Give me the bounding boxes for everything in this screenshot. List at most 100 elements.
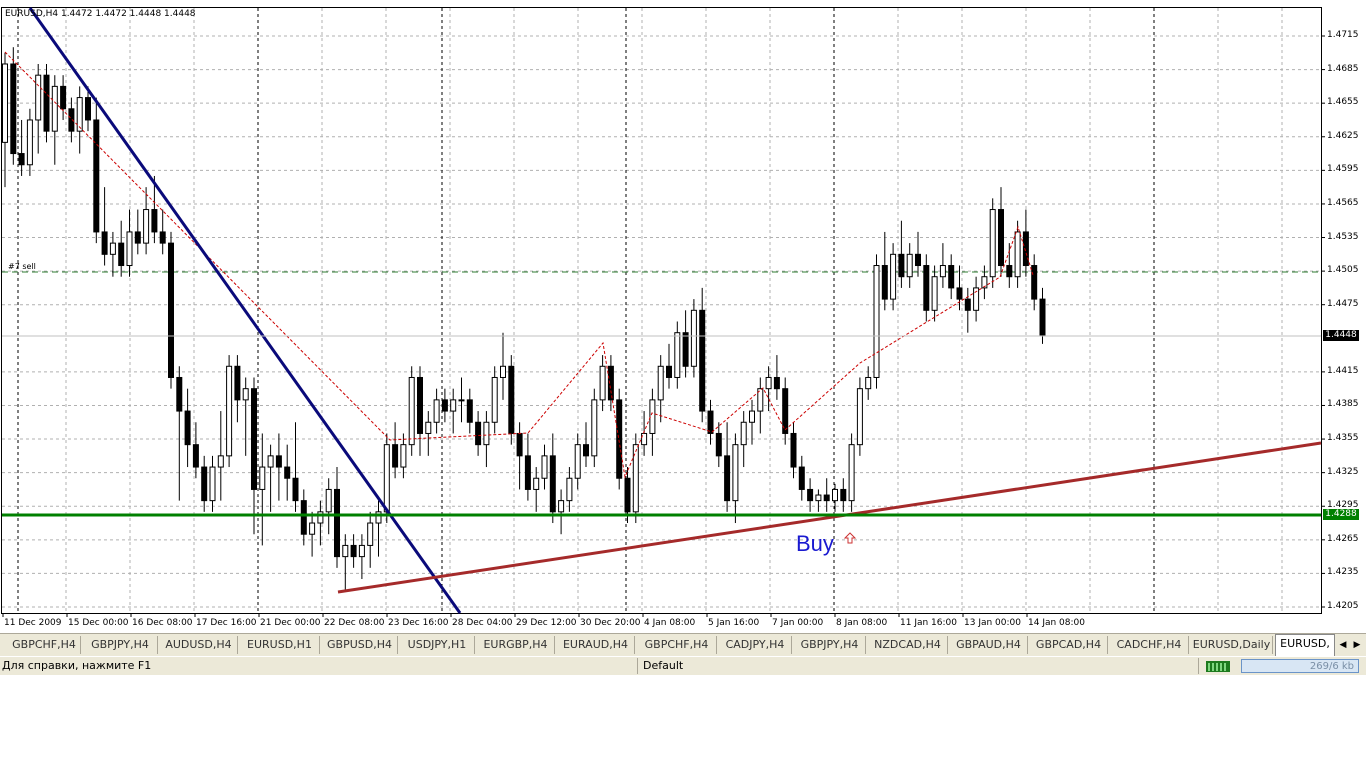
bull-candle <box>491 376 498 423</box>
bull-candle <box>641 432 648 446</box>
time-tick-label: 22 Dec 08:00 <box>324 618 385 628</box>
price-tick-label: 1.4685 <box>1327 63 1359 74</box>
price-tick-label: 1.4205 <box>1327 601 1359 611</box>
time-tick-label: 29 Dec 12:00 <box>516 618 577 628</box>
chart-tab[interactable]: GBPCAD,H4 <box>1030 636 1108 654</box>
bull-candle <box>2 63 8 143</box>
bear-candle <box>392 444 399 468</box>
chart-window[interactable]: EURUSD,H4 1.4472 1.4472 1.4448 1.4448 #7… <box>0 0 1366 632</box>
bull-candle <box>76 97 83 132</box>
bull-candle <box>109 242 116 255</box>
price-tick-label: 1.4595 <box>1327 164 1359 175</box>
price-chart[interactable] <box>0 0 1366 632</box>
bear-candle <box>18 153 25 166</box>
time-tick-label: 16 Dec 08:00 <box>132 618 193 628</box>
bear-candle <box>334 488 340 558</box>
bull-candle <box>931 276 938 311</box>
chart-tab[interactable]: USDJPY,H1 <box>400 636 475 654</box>
status-separator <box>1198 658 1199 674</box>
bear-candle <box>284 466 291 479</box>
bear-candle <box>616 399 623 479</box>
price-tick-label: 1.4355 <box>1327 433 1359 444</box>
bear-candle <box>93 119 100 233</box>
time-tick-label: 5 Jan 16:00 <box>708 618 760 628</box>
bear-candle <box>417 376 423 434</box>
bull-candle <box>674 332 681 378</box>
bull-candle <box>342 544 349 558</box>
bear-candle <box>1039 298 1046 336</box>
bull-candle <box>242 388 249 401</box>
bear-candle <box>475 421 482 446</box>
bull-candle <box>500 365 506 378</box>
bull-candle <box>458 399 465 402</box>
bull-candle <box>749 410 755 423</box>
bull-candle <box>533 477 540 490</box>
bull-candle <box>309 522 316 535</box>
chart-tab[interactable]: GBPJPY,H4 <box>83 636 158 654</box>
chart-tab[interactable]: GBPJPY,H4 <box>794 636 866 654</box>
time-tick-label: 14 Jan 08:00 <box>1028 618 1085 628</box>
tab-scroll-right-icon[interactable]: ▶ <box>1353 640 1361 650</box>
chart-tab[interactable]: EURGBP,H4 <box>477 636 555 654</box>
chart-tab[interactable]: GBPCHF,H4 <box>8 636 81 654</box>
price-tick-label: 1.4505 <box>1327 265 1359 276</box>
bear-candle <box>151 209 158 233</box>
price-tick-label: 1.4235 <box>1327 567 1359 578</box>
bear-candle <box>508 365 515 434</box>
price-tick-label: 1.4565 <box>1327 197 1359 208</box>
time-tick-label: 7 Jan 00:00 <box>772 618 824 628</box>
bull-candle <box>358 544 365 558</box>
bear-candle <box>201 466 208 502</box>
tab-scroll-left-icon[interactable]: ◀ <box>1339 640 1347 650</box>
time-tick-label: 13 Jan 00:00 <box>964 618 1021 628</box>
bear-candle <box>964 298 971 311</box>
bull-candle <box>657 365 664 401</box>
bear-candle <box>807 488 814 502</box>
bear-candle <box>823 494 830 502</box>
bull-candle <box>51 85 58 132</box>
bull-candle <box>217 455 224 468</box>
downtrend-line <box>28 7 462 614</box>
bull-candle <box>367 522 374 546</box>
bull-candle <box>226 365 233 457</box>
chart-tab[interactable]: GBPUSD,H4 <box>322 636 398 654</box>
chart-tab[interactable]: GBPCHF,H4 <box>637 636 717 654</box>
bear-candle <box>840 488 847 502</box>
chart-tab[interactable]: EURUSD,Daily <box>1191 636 1273 654</box>
price-tick-label: 1.4265 <box>1327 533 1359 544</box>
buy-arrow-icon <box>843 532 857 544</box>
connection-traffic: 269/6 kb <box>1241 659 1359 673</box>
bear-candle <box>10 63 17 155</box>
bear-candle <box>251 388 257 490</box>
bull-candle <box>433 399 440 423</box>
chart-tab[interactable]: CADCHF,H4 <box>1110 636 1189 654</box>
chart-tab[interactable]: EURAUD,H4 <box>557 636 635 654</box>
buy-label: Buy <box>796 531 834 556</box>
bear-candle <box>43 74 50 132</box>
bull-candle <box>558 500 565 513</box>
bull-candle <box>375 511 382 524</box>
price-tick-label: 1.4295 <box>1327 500 1359 511</box>
bear-candle <box>583 444 589 457</box>
bull-candle <box>325 488 332 513</box>
chart-tab[interactable]: EURUSD, <box>1275 634 1335 656</box>
bear-candle <box>441 399 448 412</box>
chart-tab[interactable]: NZDCAD,H4 <box>868 636 948 654</box>
bear-candle <box>1031 265 1038 300</box>
bull-candle <box>832 488 838 502</box>
chart-tab[interactable]: AUDUSD,H4 <box>160 636 238 654</box>
chart-tab[interactable]: GBPAUD,H4 <box>950 636 1028 654</box>
bull-candle <box>873 265 880 378</box>
chart-tab[interactable]: CADJPY,H4 <box>719 636 792 654</box>
bear-candle <box>516 432 523 457</box>
bear-candle <box>134 231 141 244</box>
bear-candle <box>915 253 921 267</box>
bull-candle <box>740 421 747 446</box>
bear-candle <box>350 544 357 558</box>
chart-frame <box>1 7 1322 614</box>
chart-tab[interactable]: EURUSD,H1 <box>240 636 320 654</box>
bear-candle <box>192 444 199 468</box>
bear-candle <box>773 376 780 390</box>
bull-candle <box>856 388 863 446</box>
bear-candle <box>666 365 672 378</box>
